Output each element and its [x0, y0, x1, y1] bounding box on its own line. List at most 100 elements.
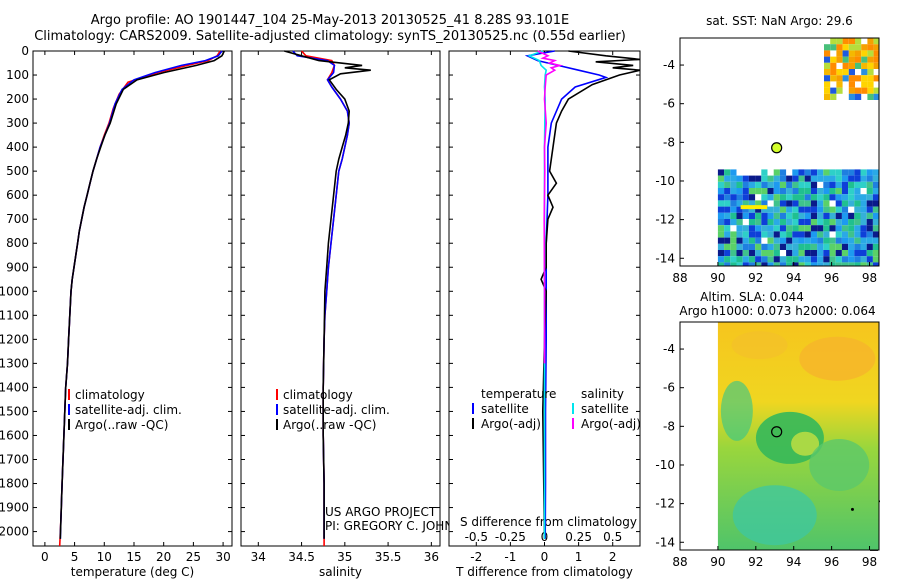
- sst-cell: [730, 169, 737, 176]
- sst-cell: [830, 75, 837, 82]
- sst-cell: [742, 188, 749, 195]
- sst-cell: [848, 38, 855, 45]
- sst-cell: [854, 225, 861, 232]
- sst-cell: [829, 225, 836, 232]
- sst-cell: [798, 169, 805, 176]
- sst-cell: [717, 188, 725, 195]
- sst-cell: [866, 175, 873, 182]
- sst-cell: [786, 212, 793, 219]
- sst-cell: [804, 194, 811, 201]
- sst-cell: [786, 194, 793, 201]
- y-tick-label: 1200: [0, 332, 29, 346]
- sst-cell: [792, 219, 799, 226]
- sst-cell: [830, 62, 837, 69]
- sst-cell: [792, 212, 799, 219]
- sst-cell: [848, 75, 855, 82]
- sst-cell: [742, 175, 749, 182]
- sst-cell: [792, 256, 799, 263]
- sst-cell: [836, 75, 843, 82]
- sst-cell: [748, 225, 756, 232]
- sst-cell: [836, 56, 843, 63]
- sst-cell: [867, 50, 874, 57]
- sst-cell: [717, 256, 725, 263]
- sst-cell: [736, 250, 743, 257]
- y-tick-label: 500: [6, 164, 29, 178]
- sst-cell: [773, 200, 780, 207]
- chart-title-line1: Argo profile: AO 1901447_104 25-May-2013…: [90, 13, 570, 28]
- sst-cell: [798, 243, 805, 250]
- sst-cell: [824, 87, 831, 94]
- sst-cell: [730, 200, 737, 207]
- sst-cell: [810, 237, 818, 244]
- y-tick-label: -8: [663, 135, 675, 149]
- sst-cell: [848, 93, 855, 100]
- sst-cell: [848, 194, 855, 201]
- sst-cell: [835, 200, 842, 207]
- sst-cell: [842, 75, 849, 82]
- sst-cell: [829, 262, 836, 266]
- sst-cell: [792, 206, 799, 213]
- sst-cell: [810, 225, 818, 232]
- sst-cell: [848, 81, 855, 88]
- sst-cell: [861, 50, 868, 57]
- sst-cell: [736, 219, 743, 226]
- sst-cell: [866, 169, 873, 176]
- sst-cell: [761, 212, 768, 219]
- sst-cell: [798, 225, 805, 232]
- sst-cell: [736, 212, 743, 219]
- sst-cell: [804, 231, 811, 238]
- sst-cell: [830, 38, 837, 45]
- sst-cell: [872, 250, 879, 257]
- sst-cell: [773, 206, 780, 213]
- sst-cell: [717, 175, 725, 182]
- sst-cell: [861, 62, 868, 69]
- sst-cell: [779, 188, 787, 195]
- sst-cell: [755, 212, 762, 219]
- sst-cell: [724, 243, 731, 250]
- sst-cell: [824, 81, 831, 88]
- sst-cell: [773, 231, 780, 238]
- sst-cell: [798, 237, 805, 244]
- sst-cell: [872, 194, 879, 201]
- sst-cell: [854, 250, 861, 257]
- sst-cell: [866, 200, 873, 207]
- sst-cell: [841, 225, 849, 232]
- x-tick-label: 20: [156, 550, 171, 564]
- sst-cell: [724, 212, 731, 219]
- sst-cell: [867, 44, 874, 51]
- sst-cell: [861, 87, 868, 94]
- x-tick-label: 25: [186, 550, 201, 564]
- sst-cell: [841, 243, 849, 250]
- y-tick-label: 1100: [0, 308, 29, 322]
- sst-cell: [855, 75, 862, 82]
- sst-cell: [848, 225, 855, 232]
- sst-cell: [810, 250, 818, 257]
- sst-cell: [866, 243, 873, 250]
- sst-cell: [742, 237, 749, 244]
- sst-cell: [804, 262, 811, 266]
- sst-cell: [761, 231, 768, 238]
- sst-cell: [761, 200, 768, 207]
- sst-cell: [860, 169, 867, 176]
- sst-cell: [872, 212, 879, 219]
- sst-cell: [842, 56, 849, 63]
- sst-cell: [786, 219, 793, 226]
- sst-cell: [748, 256, 756, 263]
- sst-cell: [873, 44, 879, 51]
- sst-cell: [748, 181, 756, 188]
- sst-cell: [792, 188, 799, 195]
- sst-cell: [748, 243, 756, 250]
- y-tick-label: 800: [6, 236, 29, 250]
- sst-cell: [717, 225, 725, 232]
- sst-cell: [829, 250, 836, 257]
- sst-cell: [792, 175, 799, 182]
- y-tick-label: -6: [663, 381, 675, 395]
- sst-cell: [854, 262, 861, 266]
- sst-cell: [792, 169, 799, 176]
- sst-cell: [736, 256, 743, 263]
- sst-cell: [804, 237, 811, 244]
- y-tick-label: -14: [655, 251, 675, 265]
- sst-cell: [854, 206, 861, 213]
- sst-cell: [717, 206, 725, 213]
- legend-header: salinity: [581, 387, 624, 401]
